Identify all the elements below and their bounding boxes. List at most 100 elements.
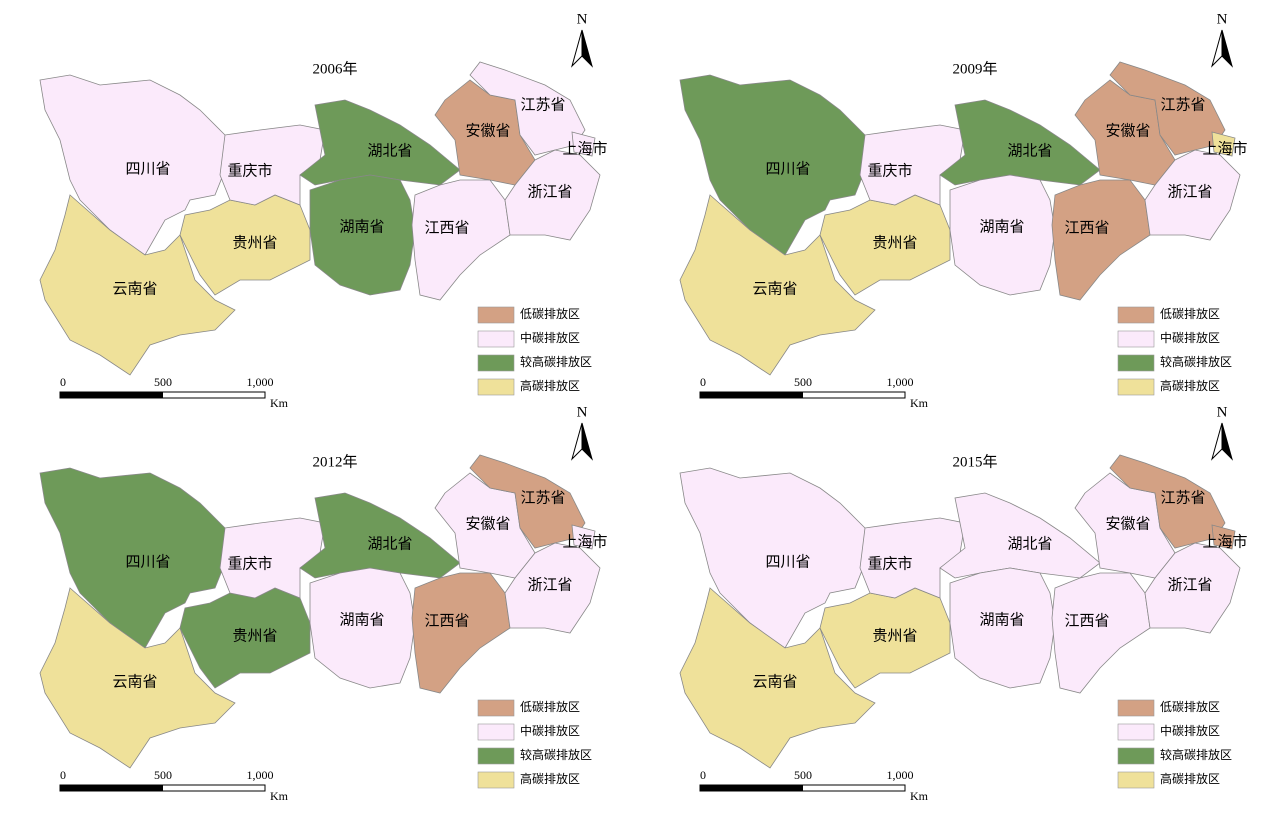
legend-swatch — [477, 723, 515, 741]
legend-label: 中碳排放区 — [1160, 330, 1220, 345]
legend-label: 较高碳排放区 — [1160, 747, 1232, 762]
province — [309, 174, 416, 296]
scale-label: 1,000 — [247, 375, 274, 389]
province — [1144, 542, 1241, 634]
legend-swatch — [477, 747, 515, 765]
province — [571, 131, 596, 157]
province — [179, 194, 311, 296]
province-label: 浙江省 — [1167, 183, 1212, 200]
province-label: 重庆市 — [867, 162, 912, 179]
province — [504, 542, 601, 634]
province-label: 浙江省 — [1167, 576, 1212, 593]
north-arrow — [1211, 422, 1223, 461]
scale-bar — [700, 785, 803, 791]
province — [949, 567, 1056, 689]
province — [1211, 524, 1236, 550]
province-label: 四川省 — [765, 553, 810, 570]
province — [679, 74, 866, 256]
province — [179, 587, 311, 689]
north-arrow — [581, 29, 593, 68]
province-label: 浙江省 — [527, 183, 572, 200]
legend-label: 中碳排放区 — [520, 723, 580, 738]
north-label: N — [577, 11, 588, 27]
province-label: 湖北省 — [1007, 535, 1052, 552]
province — [309, 567, 416, 689]
legend-swatch — [1117, 771, 1155, 789]
legend-label: 中碳排放区 — [1160, 723, 1220, 738]
province-label: 云南省 — [752, 280, 797, 297]
province-label: 安徽省 — [1105, 122, 1150, 139]
province-label: 江西省 — [1064, 612, 1109, 629]
province — [39, 74, 226, 256]
legend-swatch — [477, 771, 515, 789]
legend-label: 低碳排放区 — [1160, 306, 1220, 321]
province-label: 贵州省 — [872, 234, 917, 251]
province-label: 湖南省 — [979, 218, 1024, 235]
province-label: 安徽省 — [465, 122, 510, 139]
scale-unit: Km — [270, 789, 289, 803]
panel-title: 2012年 — [312, 453, 357, 470]
province — [571, 524, 596, 550]
province — [679, 467, 866, 649]
province — [39, 467, 226, 649]
province — [1051, 572, 1151, 694]
province-label: 四川省 — [765, 160, 810, 177]
scale-unit: Km — [270, 396, 289, 410]
province-label: 上海市 — [562, 533, 607, 550]
province — [1211, 131, 1236, 157]
legend-swatch — [477, 354, 515, 372]
province-label: 重庆市 — [227, 162, 272, 179]
province-label: 上海市 — [1202, 533, 1247, 550]
province-label: 云南省 — [112, 280, 157, 297]
north-arrow — [1221, 29, 1233, 68]
legend-label: 较高碳排放区 — [520, 354, 592, 369]
scale-label: 0 — [60, 768, 66, 782]
province-label: 浙江省 — [527, 576, 572, 593]
province-label: 安徽省 — [465, 515, 510, 532]
province-label: 云南省 — [752, 673, 797, 690]
north-label: N — [577, 404, 588, 420]
province-label: 湖北省 — [367, 535, 412, 552]
province-label: 江西省 — [424, 612, 469, 629]
scale-label: 500 — [154, 375, 172, 389]
province-label: 重庆市 — [227, 555, 272, 572]
province-label: 云南省 — [112, 673, 157, 690]
province — [219, 124, 326, 206]
legend-swatch — [1117, 723, 1155, 741]
legend-label: 高碳排放区 — [520, 378, 580, 393]
scale-bar — [700, 392, 803, 398]
province — [859, 517, 966, 599]
province — [1051, 179, 1151, 301]
province-label: 四川省 — [125, 160, 170, 177]
scale-label: 0 — [60, 375, 66, 389]
province — [949, 174, 1056, 296]
province-label: 江西省 — [1064, 219, 1109, 236]
province-label: 贵州省 — [872, 627, 917, 644]
scale-bar — [60, 785, 163, 791]
legend-swatch — [1117, 699, 1155, 717]
legend-swatch — [477, 306, 515, 324]
legend-label: 低碳排放区 — [520, 699, 580, 714]
province-label: 江苏省 — [1160, 96, 1205, 113]
province-label: 贵州省 — [232, 234, 277, 251]
province — [679, 587, 876, 769]
scale-label: 500 — [154, 768, 172, 782]
legend-swatch — [1117, 354, 1155, 372]
province-label: 江西省 — [424, 219, 469, 236]
legend-label: 高碳排放区 — [1160, 771, 1220, 786]
north-arrow — [571, 422, 583, 461]
legend-swatch — [477, 378, 515, 396]
province-label: 湖南省 — [339, 611, 384, 628]
panel-title: 2006年 — [312, 60, 357, 77]
province-label: 湖南省 — [339, 218, 384, 235]
scale-bar — [60, 392, 163, 398]
north-arrow — [571, 29, 583, 68]
province-label: 湖北省 — [367, 142, 412, 159]
province — [1144, 149, 1241, 241]
scale-label: 0 — [700, 768, 706, 782]
legend-label: 较高碳排放区 — [1160, 354, 1232, 369]
